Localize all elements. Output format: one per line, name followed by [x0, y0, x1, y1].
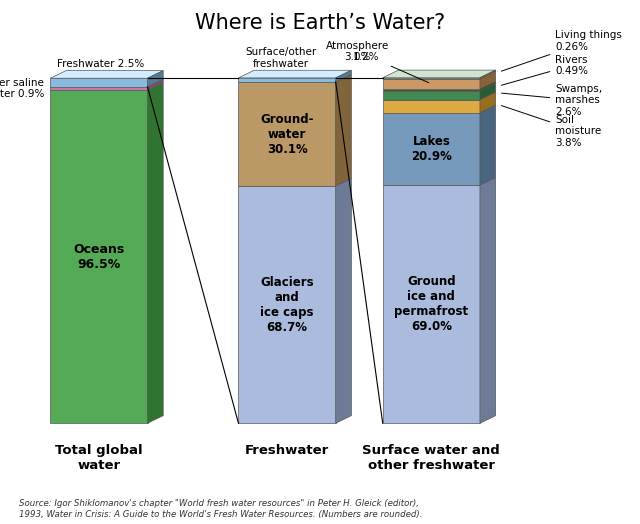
Text: Glaciers
and
ice caps
68.7%: Glaciers and ice caps 68.7%	[260, 276, 314, 334]
Bar	[51, 87, 148, 90]
Bar	[51, 78, 148, 87]
Text: Living things
0.26%: Living things 0.26%	[501, 30, 622, 71]
Bar	[239, 82, 336, 186]
Polygon shape	[336, 178, 351, 423]
Text: Surface/other
freshwater: Surface/other freshwater	[245, 47, 316, 69]
Bar	[51, 90, 148, 423]
Text: Rivers
0.49%: Rivers 0.49%	[501, 54, 588, 85]
Polygon shape	[336, 74, 351, 186]
Text: Source: Igor Shiklomanov's chapter "World fresh water resources" in Peter H. Gle: Source: Igor Shiklomanov's chapter "Worl…	[19, 499, 422, 519]
Text: Oceans
96.5%: Oceans 96.5%	[74, 243, 125, 270]
Text: Freshwater 2.5%: Freshwater 2.5%	[56, 59, 144, 69]
Text: Ground-
water
30.1%: Ground- water 30.1%	[260, 113, 314, 156]
Polygon shape	[480, 70, 495, 79]
Polygon shape	[480, 83, 495, 100]
Bar	[383, 113, 480, 185]
Polygon shape	[480, 92, 495, 113]
Text: Lakes
20.9%: Lakes 20.9%	[411, 135, 452, 163]
Bar	[239, 78, 336, 82]
Text: Freshwater: Freshwater	[245, 444, 329, 457]
Bar	[383, 100, 480, 113]
Polygon shape	[51, 71, 163, 78]
Text: 1.2%: 1.2%	[353, 52, 380, 62]
Polygon shape	[148, 79, 163, 90]
Text: Swamps,
marshes
2.6%: Swamps, marshes 2.6%	[502, 84, 602, 117]
Polygon shape	[383, 70, 495, 78]
Text: Ground
ice and
permafrost
69.0%: Ground ice and permafrost 69.0%	[394, 275, 468, 333]
Bar	[239, 186, 336, 423]
Bar	[383, 91, 480, 100]
Polygon shape	[480, 105, 495, 185]
Text: Soil
moisture
3.8%: Soil moisture 3.8%	[501, 105, 602, 148]
Text: Where is Earth’s Water?: Where is Earth’s Water?	[195, 13, 445, 33]
Bar	[383, 78, 480, 79]
Polygon shape	[239, 70, 351, 78]
Bar	[383, 185, 480, 423]
Polygon shape	[148, 71, 163, 87]
Polygon shape	[480, 81, 495, 91]
Text: Other saline
water 0.9%: Other saline water 0.9%	[0, 78, 44, 99]
Bar	[383, 89, 480, 91]
Polygon shape	[148, 82, 163, 423]
Bar	[383, 79, 480, 89]
Text: Surface water and
other freshwater: Surface water and other freshwater	[362, 444, 500, 472]
Text: Total global
water: Total global water	[55, 444, 143, 472]
Polygon shape	[480, 71, 495, 89]
Polygon shape	[336, 70, 351, 82]
Polygon shape	[480, 177, 495, 423]
Text: Atmosphere
3.0%: Atmosphere 3.0%	[326, 41, 429, 83]
